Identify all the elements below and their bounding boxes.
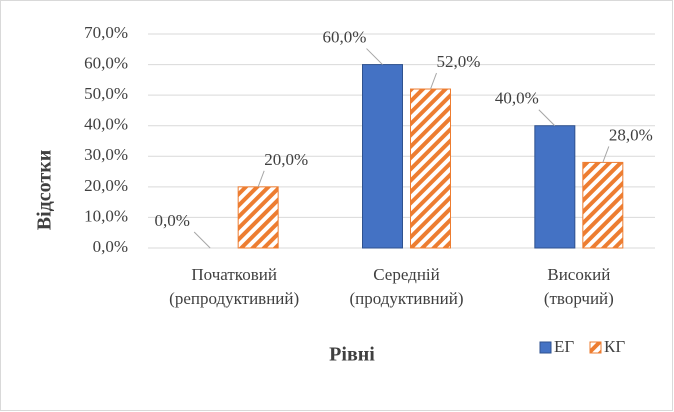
x-tick-label: Початковий	[191, 265, 277, 284]
leader-line	[366, 48, 383, 65]
y-tick-label: 70,0%	[84, 23, 128, 42]
bar	[534, 125, 576, 249]
x-tick-label: (творчий)	[544, 289, 614, 308]
legend-swatch	[539, 341, 552, 354]
x-tick-label: (продуктивний)	[350, 289, 464, 308]
y-axis-title: Відсотки	[34, 150, 56, 231]
data-label: 28,0%	[609, 125, 653, 144]
leader-line	[430, 72, 437, 90]
y-tick-label: 40,0%	[84, 115, 128, 134]
leader-line	[193, 231, 211, 249]
leader-line	[538, 109, 556, 127]
data-label: 60,0%	[323, 27, 367, 46]
data-label: 40,0%	[495, 89, 539, 108]
x-axis-title: Рівні	[329, 344, 375, 366]
y-tick-label: 30,0%	[84, 145, 128, 164]
data-label: 20,0%	[264, 150, 308, 169]
data-label: 52,0%	[437, 52, 481, 71]
data-label: 0,0%	[154, 211, 189, 230]
y-tick-label: 0,0%	[93, 237, 128, 256]
y-tick-label: 10,0%	[84, 206, 128, 225]
y-tick-label: 20,0%	[84, 176, 128, 195]
bar	[410, 88, 451, 249]
legend-label: КГ	[604, 337, 625, 356]
legend-label: ЕГ	[554, 337, 574, 356]
legend-swatch	[589, 341, 602, 354]
leader-line	[602, 146, 610, 163]
x-tick-label: Середній	[373, 265, 439, 284]
x-tick-label: Високий	[547, 265, 610, 284]
bar	[237, 186, 279, 249]
y-tick-label: 60,0%	[84, 53, 128, 72]
bar	[362, 64, 403, 249]
leader-line	[257, 170, 265, 188]
bar	[582, 161, 624, 249]
y-tick-label: 50,0%	[84, 84, 128, 103]
x-tick-label: (репродуктивний)	[169, 289, 299, 308]
